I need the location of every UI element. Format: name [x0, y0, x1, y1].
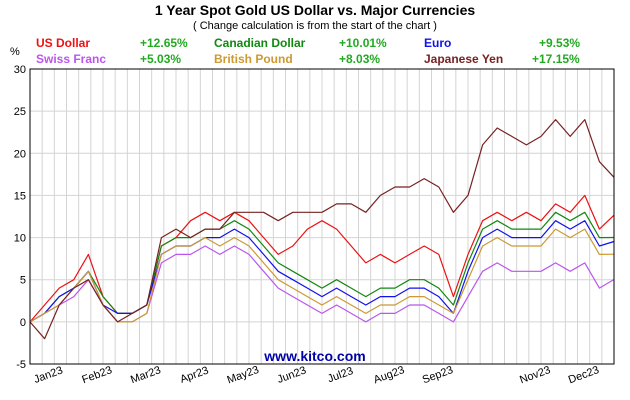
y-tick-label: 5	[20, 275, 26, 287]
legend-label-british-pound: British Pound	[214, 52, 293, 66]
x-tick-label: Jun23	[276, 364, 308, 386]
series-line-euro	[29, 220, 615, 323]
legend-change-japanese-yen: +17.15%	[532, 52, 580, 66]
series-layer	[29, 118, 615, 340]
x-tick-label: Mar23	[129, 364, 162, 386]
legend-label-canadian-dollar: Canadian Dollar	[214, 36, 306, 50]
x-tick-label: Nov23	[518, 364, 552, 386]
legend-change-british-pound: +8.03%	[339, 52, 381, 66]
legend-label-euro: Euro	[424, 36, 452, 50]
legend: US Dollar +12.65% Canadian Dollar +10.01…	[0, 34, 630, 68]
watermark-text: www.kitco.com	[263, 348, 365, 364]
y-axis-unit-label: %	[10, 46, 20, 58]
legend-change-us-dollar: +12.65%	[140, 36, 188, 50]
legend-change-swiss-franc: +5.03%	[140, 52, 182, 66]
y-tick-label: 20	[14, 148, 26, 160]
x-tick-label: Sep23	[421, 364, 455, 386]
x-tick-label: Dec23	[567, 364, 601, 386]
y-tick-label: 25	[14, 106, 26, 118]
y-tick-label: 30	[14, 64, 26, 76]
y-tick-label: 0	[20, 317, 26, 329]
grid	[29, 68, 615, 365]
legend-change-euro: +9.53%	[539, 36, 581, 50]
x-tick-label: Feb23	[80, 364, 113, 386]
legend-label-us-dollar: US Dollar	[36, 36, 91, 50]
x-tick-label: Apr23	[179, 365, 211, 386]
series-line-japanese-yen	[29, 118, 615, 340]
chart-subtitle: ( Change calculation is from the start o…	[193, 20, 437, 32]
y-tick-label: -5	[16, 359, 26, 371]
y-tick-label: 15	[14, 190, 26, 202]
x-tick-label: Jul23	[326, 365, 355, 385]
y-tick-label: 10	[14, 233, 26, 245]
x-tick-label: May23	[226, 364, 261, 387]
series-line-british-pound	[29, 228, 615, 323]
legend-label-swiss-franc: Swiss Franc	[36, 52, 107, 66]
legend-label-japanese-yen: Japanese Yen	[424, 52, 504, 66]
x-tick-label: Aug23	[372, 364, 406, 386]
legend-change-canadian-dollar: +10.01%	[339, 36, 387, 50]
x-tick-label: Jan23	[32, 364, 64, 386]
chart-title: 1 Year Spot Gold US Dollar vs. Major Cur…	[154, 2, 476, 18]
plot-frame	[29, 68, 615, 365]
